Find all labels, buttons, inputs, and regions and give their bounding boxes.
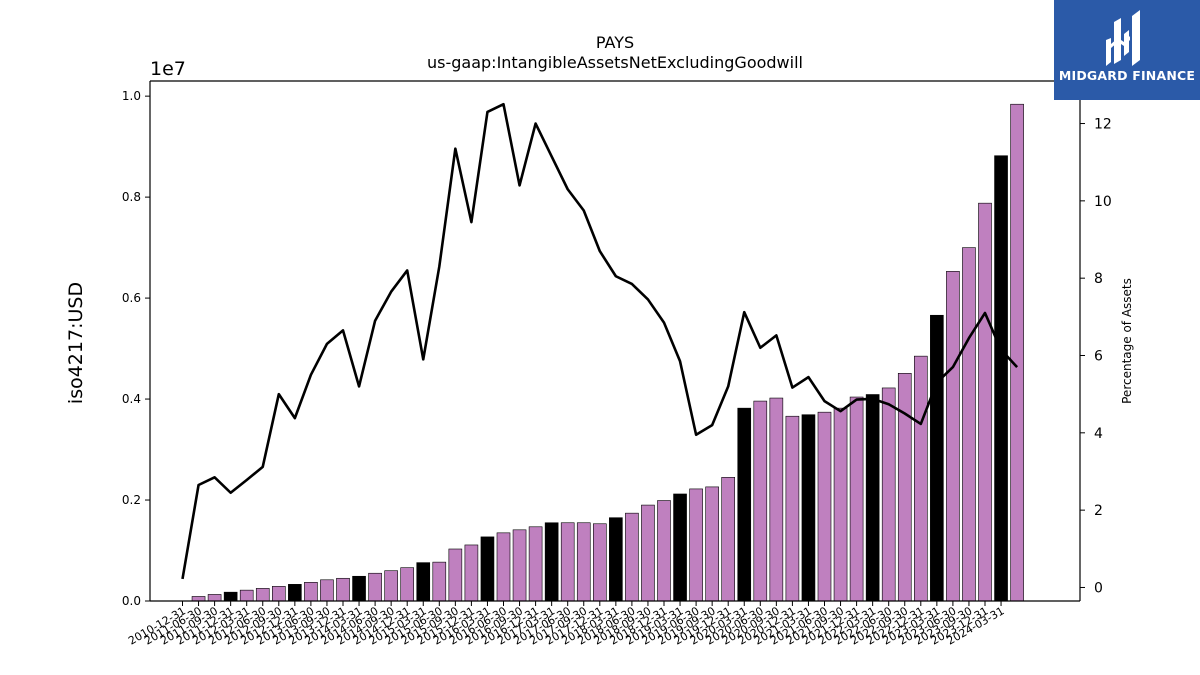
bar [304,582,318,602]
axes-group: 0.00.20.40.60.81.00246810122010-12-31201… [122,80,1112,648]
bar [930,314,944,602]
bar [881,387,896,602]
line-layer [181,102,1019,580]
bar [962,247,976,602]
y2-axis-label: Percentage of Assets [1120,278,1134,404]
bar [480,536,495,602]
bar [223,591,238,602]
y-offset-label: 1e7 [150,58,186,80]
bar [352,575,366,602]
bar [994,155,1008,602]
bar [705,486,719,602]
y-tick-label: 0.2 [122,493,141,507]
bar [913,355,928,602]
logo-mark-icon [1054,0,1200,100]
logo-text: MIDGARD FINANCE [1058,68,1196,83]
bar [320,579,334,602]
bar [432,561,447,602]
bar [737,407,752,602]
bar [641,504,655,602]
chart-subtitle: us-gaap:IntangibleAssetsNetExcludingGood… [427,53,803,72]
bar [625,512,639,602]
y2-tick-label: 6 [1094,348,1103,364]
bar-group [191,103,1024,602]
bar [528,526,543,602]
bar [271,586,286,602]
bar [384,570,398,602]
bar [448,548,463,602]
bar [817,411,832,602]
line-series [181,102,1019,580]
y-tick-label: 0.4 [122,392,141,406]
bar [400,567,415,602]
y2-tick-label: 4 [1094,426,1103,442]
bar [753,400,768,602]
bar [689,488,703,602]
bar [721,477,736,602]
bar [865,394,880,602]
bar [801,414,816,602]
y-tick-label: 0.0 [122,594,141,608]
bar [416,562,431,602]
bar [946,271,960,602]
bar [576,522,591,602]
bar [544,522,559,602]
bar [239,589,254,602]
bar [207,594,222,602]
bar [191,596,206,602]
bar [673,493,687,602]
y-tick-label: 0.8 [122,190,141,204]
bar [978,202,992,602]
bar [288,584,302,602]
bar [833,407,848,602]
bar [560,522,575,602]
bar [512,529,527,602]
bar [336,577,350,602]
y2-tick-label: 0 [1094,580,1103,596]
bar [849,396,864,602]
bar [609,517,623,602]
bar [1010,103,1024,602]
y2-tick-label: 8 [1094,271,1103,287]
brand-logo: MIDGARD FINANCE [1054,0,1200,100]
bar [592,523,607,602]
bar [897,373,912,602]
y-tick-label: 0.6 [122,291,141,305]
y2-tick-label: 12 [1094,117,1112,133]
y2-tick-label: 10 [1094,194,1112,210]
bar [769,397,784,602]
bar [464,544,479,602]
chart-title: PAYS [596,33,634,52]
y-axis-label: iso4217:USD [65,282,87,404]
bar [255,588,270,602]
bar [496,532,511,602]
bar [785,415,800,602]
y2-tick-label: 2 [1094,503,1103,519]
bar [657,500,671,602]
bar [368,572,382,602]
y-tick-label: 1.0 [122,89,141,103]
